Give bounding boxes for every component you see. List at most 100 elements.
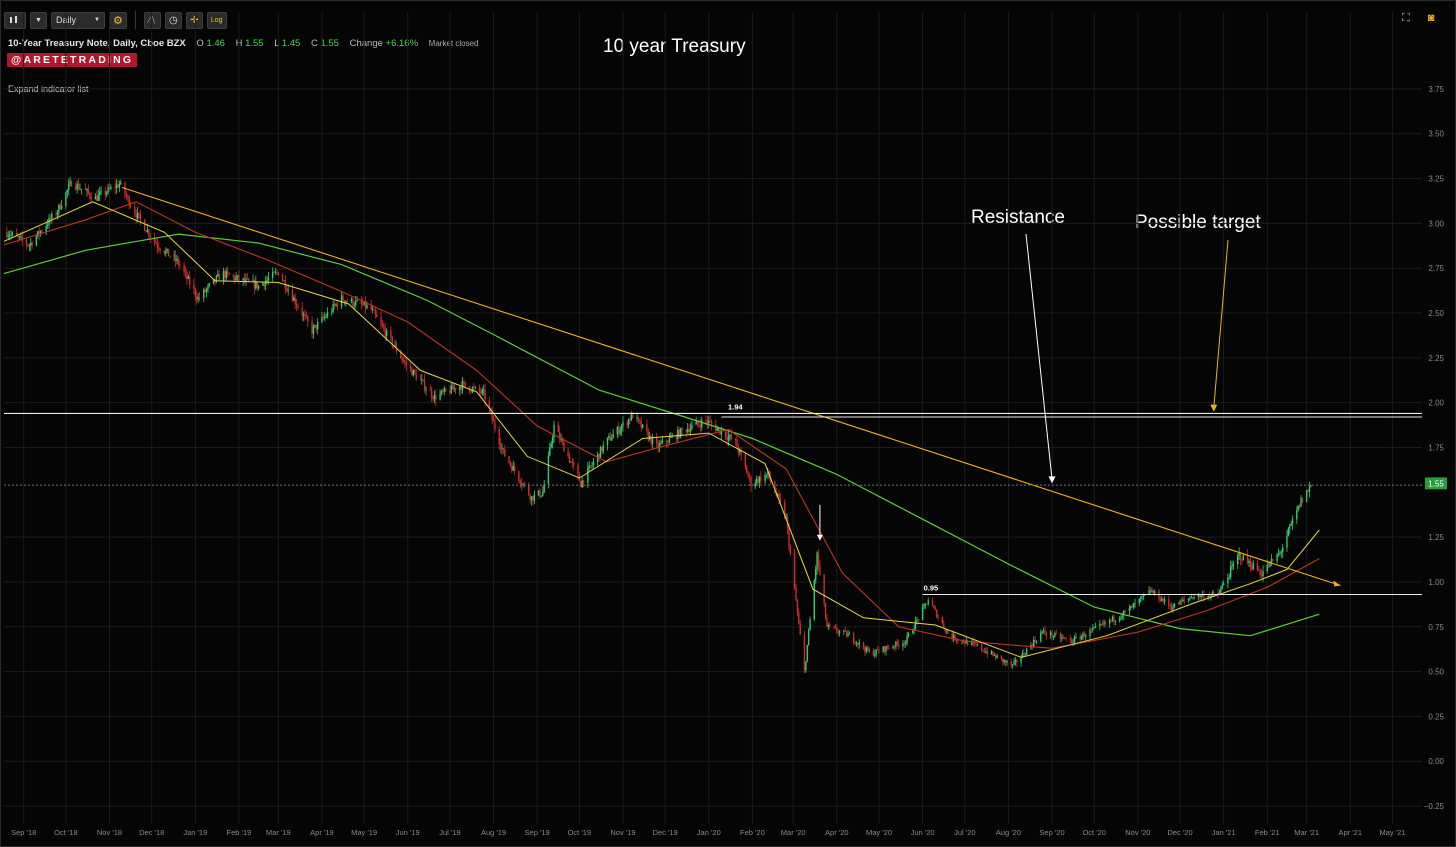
candle-body bbox=[273, 271, 275, 273]
candle-body bbox=[1200, 595, 1202, 598]
candle-body bbox=[522, 483, 524, 485]
candle-body bbox=[37, 231, 39, 237]
candle-body bbox=[59, 204, 61, 209]
candle-body bbox=[1041, 631, 1043, 633]
candle-body bbox=[76, 183, 78, 190]
candle-body bbox=[1179, 600, 1181, 605]
candle-body bbox=[80, 188, 83, 190]
candle-body bbox=[452, 385, 454, 390]
candle-body bbox=[1114, 620, 1117, 622]
candle-body bbox=[110, 187, 112, 189]
candle-body bbox=[1120, 617, 1122, 619]
candle-body bbox=[726, 437, 728, 440]
x-tick-label: Mar '19 bbox=[266, 828, 291, 837]
candle-body bbox=[837, 631, 839, 633]
ma-yellow-line bbox=[3, 201, 1320, 658]
candle-body bbox=[581, 480, 583, 488]
candle-body bbox=[964, 642, 966, 644]
candle-body bbox=[602, 445, 604, 452]
candle-body bbox=[608, 436, 610, 438]
camera-icon[interactable]: ◙ bbox=[1427, 12, 1435, 24]
x-tick-label: Jun '20 bbox=[911, 828, 935, 837]
candle-body bbox=[1269, 561, 1271, 567]
x-tick-label: Apr '19 bbox=[310, 828, 334, 837]
candle-body bbox=[1035, 641, 1038, 643]
candle-body bbox=[56, 212, 59, 215]
candle-body bbox=[1004, 660, 1007, 663]
candle-body bbox=[51, 213, 53, 220]
candle-body bbox=[986, 651, 989, 655]
candle-body bbox=[646, 424, 648, 432]
candle-body bbox=[836, 627, 838, 632]
candle-body bbox=[582, 480, 585, 484]
candle-body bbox=[868, 650, 870, 652]
resistance-annotation: Resistance bbox=[971, 207, 1065, 228]
candle-body bbox=[937, 617, 939, 618]
candle-body bbox=[1256, 563, 1259, 571]
candle-body bbox=[779, 498, 782, 503]
candle-body bbox=[203, 289, 205, 298]
candle-body bbox=[1183, 599, 1185, 601]
candle-body bbox=[1033, 639, 1035, 647]
candle-body bbox=[739, 450, 741, 452]
candle-body bbox=[325, 316, 327, 318]
candle-body bbox=[509, 462, 512, 466]
crosshair-button[interactable]: ∕∖ bbox=[143, 11, 161, 29]
candle-body bbox=[197, 297, 199, 300]
candle-body bbox=[225, 271, 227, 278]
fullscreen-icon[interactable]: ⛶ bbox=[1402, 12, 1410, 24]
candle-body bbox=[421, 379, 423, 381]
candle-body bbox=[557, 424, 559, 432]
candle-body bbox=[459, 386, 461, 391]
candle-body bbox=[215, 275, 218, 282]
candle-body bbox=[757, 478, 759, 483]
candle-body bbox=[125, 194, 128, 197]
candle-body bbox=[248, 278, 250, 281]
candle-body bbox=[1161, 598, 1163, 601]
chart-type-dropdown[interactable]: ▼ bbox=[30, 11, 47, 29]
candle-body bbox=[335, 304, 337, 306]
candle-body bbox=[976, 644, 979, 646]
candle-body bbox=[90, 196, 92, 200]
candle-body bbox=[28, 245, 31, 247]
annotation-arrowhead bbox=[1048, 476, 1056, 484]
drawing-button[interactable]: ✛ bbox=[185, 11, 203, 29]
candle-body bbox=[49, 217, 52, 220]
candle-body bbox=[77, 183, 80, 190]
candle-body bbox=[951, 633, 953, 639]
candle-body bbox=[789, 546, 792, 554]
candle-body bbox=[340, 295, 343, 307]
candle-body bbox=[661, 440, 664, 444]
candle-body bbox=[46, 225, 49, 226]
candle-body bbox=[1300, 498, 1302, 507]
candle-body bbox=[491, 411, 493, 420]
annotation-arrow bbox=[1213, 239, 1229, 408]
candle-body bbox=[1152, 591, 1155, 594]
candle-body bbox=[882, 646, 884, 652]
candle-body bbox=[1085, 635, 1087, 637]
candle-body bbox=[454, 388, 457, 391]
log-scale-button[interactable]: Log bbox=[206, 11, 227, 29]
candle-body bbox=[1267, 564, 1270, 567]
candle-body bbox=[1134, 603, 1136, 604]
candle-body bbox=[935, 609, 938, 618]
candle-body bbox=[1172, 607, 1174, 610]
candle-body bbox=[1229, 566, 1232, 578]
candle-body bbox=[433, 394, 436, 400]
ma-red-line bbox=[3, 201, 1320, 649]
candle-body bbox=[609, 436, 612, 441]
x-tick-label: Oct '19 bbox=[568, 828, 592, 837]
clock-button[interactable]: ◷ bbox=[164, 11, 182, 29]
candle-body bbox=[736, 438, 738, 447]
candlestick-icon[interactable] bbox=[4, 11, 26, 29]
candle-body bbox=[1082, 633, 1084, 637]
candle-body bbox=[992, 651, 994, 656]
candle-body bbox=[380, 317, 382, 324]
candle-body bbox=[297, 306, 299, 308]
candle-body bbox=[135, 214, 137, 219]
candle-body bbox=[560, 438, 562, 440]
candle-body bbox=[788, 528, 790, 547]
y-tick-label: −0.25 bbox=[1424, 802, 1445, 811]
